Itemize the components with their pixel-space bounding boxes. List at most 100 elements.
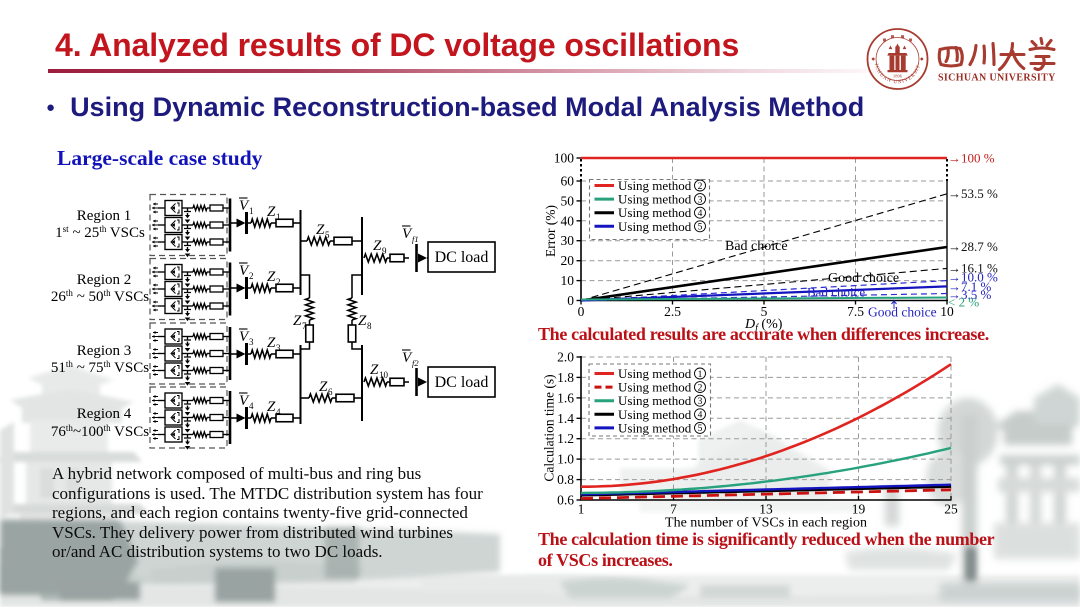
svg-text:Z: Z — [373, 238, 382, 254]
svg-text:Calculation time (s): Calculation time (s) — [542, 374, 557, 481]
svg-text:V: V — [239, 198, 250, 214]
svg-text:→10.0 %: →10.0 % — [948, 270, 998, 285]
svg-text:Z: Z — [316, 222, 325, 238]
svg-text:Using method: Using method — [618, 407, 692, 422]
svg-text:2: 2 — [249, 271, 254, 281]
svg-text:Using method: Using method — [618, 219, 692, 234]
svg-text:1: 1 — [249, 206, 254, 216]
svg-text:0: 0 — [578, 304, 585, 319]
svg-text:30: 30 — [561, 233, 575, 248]
svg-text:10: 10 — [561, 273, 575, 288]
svg-text:0.8: 0.8 — [557, 472, 574, 487]
svg-text:Using method: Using method — [618, 366, 692, 381]
svg-text:→53.5 %: →53.5 % — [948, 186, 998, 201]
svg-text:Using method: Using method — [618, 393, 692, 408]
svg-text:Z: Z — [267, 204, 276, 220]
svg-text:The number of VSCs in each reg: The number of VSCs in each region — [665, 516, 867, 531]
svg-text:76th~100th VSCs: 76th~100th VSCs — [51, 423, 149, 440]
svg-text:Good choice: Good choice — [828, 271, 899, 286]
svg-text:19: 19 — [852, 502, 866, 517]
svg-text:1st ~ 25th VSCs: 1st ~ 25th VSCs — [55, 224, 145, 241]
svg-text:9: 9 — [382, 246, 387, 256]
svg-text:Using method: Using method — [618, 178, 692, 193]
svg-text:3: 3 — [698, 397, 703, 407]
svg-text:Using method: Using method — [618, 420, 692, 435]
svg-text:6: 6 — [328, 387, 333, 397]
svg-text:0: 0 — [567, 293, 574, 308]
svg-text:5: 5 — [325, 230, 330, 240]
svg-text:5: 5 — [761, 304, 768, 319]
svg-text:13: 13 — [759, 502, 773, 517]
svg-text:2.5: 2.5 — [664, 304, 681, 319]
svg-text:51th ~ 75th VSCs: 51th ~ 75th VSCs — [51, 359, 149, 376]
svg-text:f2: f2 — [412, 358, 419, 368]
svg-text:26th ~ 50th VSCs: 26th ~ 50th VSCs — [51, 288, 149, 305]
svg-text:100: 100 — [554, 151, 575, 166]
svg-text:Z: Z — [358, 313, 367, 329]
svg-text:Using method: Using method — [618, 192, 692, 207]
svg-text:Region 4: Region 4 — [77, 406, 132, 422]
svg-text:SICHUAN UNIVERSITY: SICHUAN UNIVERSITY — [938, 73, 1056, 84]
svg-text:V: V — [402, 226, 413, 242]
svg-text:60: 60 — [561, 174, 575, 189]
svg-text:1.8: 1.8 — [557, 370, 574, 385]
svg-text:Z: Z — [267, 399, 276, 415]
svg-text:Region 1: Region 1 — [77, 208, 132, 224]
svg-text:20: 20 — [561, 253, 575, 268]
svg-text:7: 7 — [302, 321, 307, 331]
svg-text:8: 8 — [367, 321, 372, 331]
svg-text:2: 2 — [698, 182, 703, 192]
svg-text:V: V — [239, 393, 250, 409]
svg-text:2.0: 2.0 — [557, 352, 574, 365]
svg-text:→3.5 %: →3.5 % — [948, 287, 992, 302]
svg-text:7: 7 — [670, 502, 677, 517]
svg-text:DC load: DC load — [435, 249, 489, 266]
svg-text:3: 3 — [698, 195, 703, 205]
svg-text:40: 40 — [561, 213, 575, 228]
svg-text:V: V — [239, 329, 250, 345]
svg-text:1: 1 — [578, 502, 585, 517]
svg-text:4: 4 — [698, 209, 703, 219]
svg-text:Good choice: Good choice — [868, 305, 937, 320]
svg-text:Df (%): Df (%) — [744, 317, 783, 333]
svg-text:Using method: Using method — [618, 380, 692, 395]
svg-text:→7.1 %: →7.1 % — [948, 279, 992, 294]
svg-text:0.6: 0.6 — [557, 493, 574, 508]
svg-text:Z: Z — [267, 335, 276, 351]
svg-text:Z: Z — [267, 269, 276, 285]
svg-text:V: V — [239, 263, 250, 279]
svg-text:4: 4 — [249, 401, 254, 411]
svg-text:1.4: 1.4 — [557, 411, 574, 426]
svg-text:Region 3: Region 3 — [77, 343, 132, 359]
svg-text:1.0: 1.0 — [557, 452, 574, 467]
svg-text:1: 1 — [698, 370, 703, 380]
svg-text:Error (%): Error (%) — [543, 205, 558, 257]
svg-text:7.5: 7.5 — [847, 304, 864, 319]
svg-text:DC load: DC load — [435, 374, 489, 391]
svg-text:Z: Z — [319, 379, 328, 395]
svg-text:Z: Z — [293, 313, 302, 329]
svg-text:1.6: 1.6 — [557, 390, 574, 405]
svg-text:Bad choice: Bad choice — [725, 239, 788, 254]
svg-text:5: 5 — [698, 424, 703, 434]
svg-text:V: V — [402, 350, 413, 366]
svg-text:→100 %: →100 % — [948, 151, 995, 166]
svg-text:→16.1 %: →16.1 % — [948, 261, 998, 276]
svg-text:1: 1 — [276, 212, 281, 222]
svg-text:2: 2 — [698, 383, 703, 393]
svg-text:Z: Z — [370, 362, 379, 378]
svg-text:4: 4 — [276, 407, 281, 417]
svg-text:2: 2 — [276, 277, 281, 287]
svg-text:1.2: 1.2 — [557, 431, 574, 446]
svg-text:5: 5 — [698, 223, 703, 233]
svg-text:50: 50 — [561, 193, 575, 208]
svg-text:→28.7 %: →28.7 % — [948, 239, 998, 254]
svg-text:25: 25 — [944, 502, 958, 517]
svg-text:3: 3 — [249, 337, 254, 347]
svg-text:Using method: Using method — [618, 205, 692, 220]
svg-text:4: 4 — [698, 411, 703, 421]
svg-text:Region 2: Region 2 — [77, 272, 132, 288]
svg-text:1896: 1896 — [893, 74, 903, 79]
svg-text:3: 3 — [276, 343, 281, 353]
svg-text:f1: f1 — [412, 234, 419, 244]
